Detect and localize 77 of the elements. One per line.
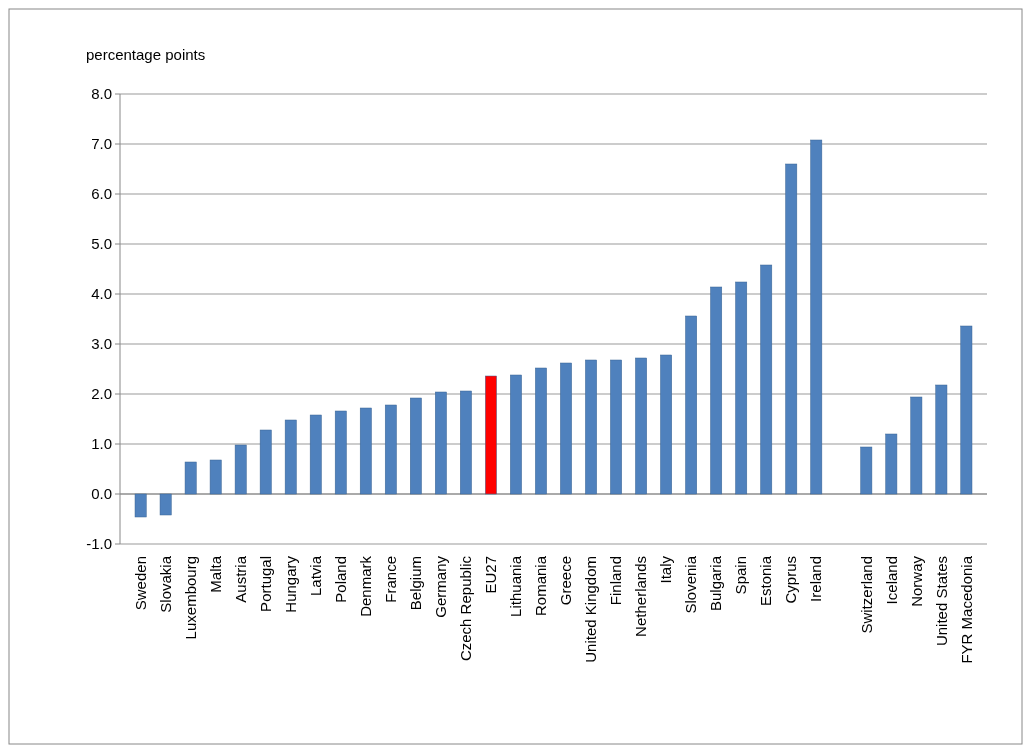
x-tick-label: Lithuania [507,555,525,617]
bar [710,286,723,495]
bar [134,493,147,518]
x-tick-label: Malta [206,555,224,593]
bar [410,397,422,495]
x-tick-label: Romania [532,555,550,617]
bar [935,384,948,495]
y-tick-label: 1.0 [91,435,112,453]
bar [234,444,247,495]
bar [384,404,397,495]
x-tick-label: Luxembourg [181,556,199,640]
bar [885,433,898,495]
x-tick-label: United States [932,556,950,647]
bar [359,407,372,495]
x-tick-label: Czech Republic [457,555,475,662]
bar [184,461,197,495]
x-tick-label: Latvia [307,555,325,597]
x-tick-label: Poland [332,556,350,603]
y-tick-label: 0.0 [91,485,112,503]
x-tick-label: Italy [657,555,675,584]
y-tick-label: 2.0 [91,385,112,403]
bar [585,359,597,495]
x-tick-label: Sweden [131,556,149,611]
x-tick-label: Greece [557,556,575,606]
bar [785,163,798,495]
y-tick-label: 3.0 [91,335,112,353]
x-tick-label: Spain [732,556,750,595]
bar [760,264,773,495]
bar [735,281,748,495]
y-tick-label: 6.0 [91,185,112,203]
x-tick-label: EU27 [482,556,500,594]
bar [284,419,297,495]
x-tick-label: Finland [607,556,625,606]
bar [209,459,222,495]
x-tick-label: Austria [231,555,249,603]
y-tick-label: 4.0 [91,285,112,303]
x-tick-label: Hungary [282,555,300,613]
x-tick-label: Slovenia [682,555,700,614]
bar [460,390,472,495]
y-tick-label: -1.0 [86,535,112,553]
x-tick-label: France [382,556,400,603]
x-tick-label: Ireland [807,556,825,602]
bar [960,325,973,495]
bar [560,362,572,495]
bar [635,357,647,495]
x-tick-label: Germany [432,555,450,618]
y-axis-title: percentage points [86,46,206,63]
x-tick-label: United Kingdom [582,556,600,663]
x-tick-label: FYR Macedonia [957,555,975,664]
y-tick-label: 7.0 [91,135,112,153]
x-tick-label: Portugal [257,556,274,612]
bar [810,139,823,495]
bar [660,354,672,495]
bar [910,396,923,495]
bar [685,315,697,495]
bar [610,359,622,495]
bar [334,410,347,495]
bar [860,446,873,495]
x-tick-label: Estonia [757,555,775,607]
x-tick-label: Netherlands [632,556,650,637]
x-tick-label: Slovakia [156,555,174,613]
bar [485,375,497,495]
y-tick-label: 5.0 [91,235,112,253]
bar [510,374,522,495]
bar [535,367,547,495]
x-tick-label: Iceland [882,556,900,605]
bar [435,391,447,495]
bar [159,493,172,516]
x-tick-label: Belgium [407,556,425,611]
x-tick-label: Denmark [357,555,375,617]
x-tick-label: Norway [907,555,925,607]
bar [309,414,322,495]
y-tick-label: 8.0 [91,85,112,103]
bar [259,429,272,495]
x-tick-label: Cyprus [782,556,800,604]
x-tick-label: Switzerland [857,556,875,634]
x-tick-label: Bulgaria [707,555,725,612]
